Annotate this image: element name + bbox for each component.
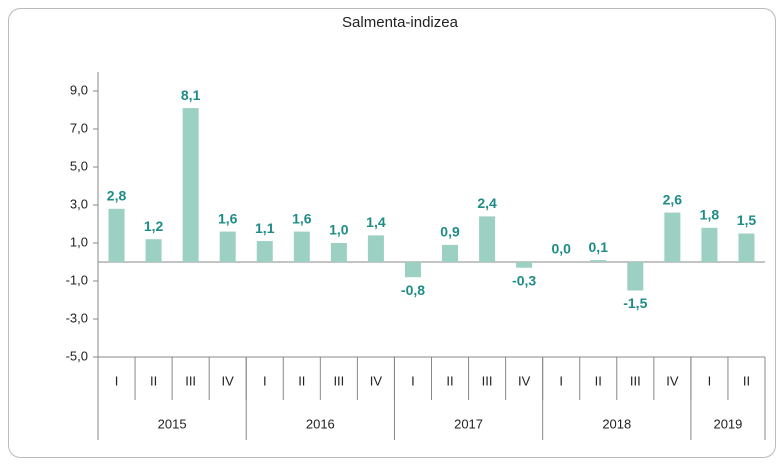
bar (516, 262, 533, 268)
value-label: 8,1 (181, 87, 201, 103)
x-tick-label: IV (518, 373, 531, 388)
x-tick-label: II (298, 373, 305, 388)
y-tick-label: 3,0 (70, 196, 88, 211)
x-tick-label: IV (222, 373, 235, 388)
x-tick-label: III (333, 373, 344, 388)
value-label: -0,8 (401, 282, 425, 298)
chart-frame (8, 8, 776, 458)
x-tick-label: I (559, 373, 563, 388)
value-label: -0,3 (512, 272, 536, 288)
x-tick-label: III (630, 373, 641, 388)
value-label: 1,6 (292, 210, 312, 226)
bar (479, 216, 496, 262)
value-label: 1,0 (329, 222, 349, 238)
bar (367, 235, 384, 262)
value-label: 0,0 (551, 241, 571, 257)
bar (590, 260, 607, 262)
bar (293, 231, 310, 262)
y-tick-label: 5,0 (70, 158, 88, 173)
y-tick-label: -1,0 (66, 272, 88, 287)
y-tick-label: -5,0 (66, 348, 88, 363)
group-label: 2018 (602, 416, 631, 431)
x-tick-label: IV (370, 373, 383, 388)
bar (738, 233, 755, 262)
value-label: 2,4 (477, 195, 497, 211)
value-label: 1,5 (737, 212, 757, 228)
value-label: 1,1 (255, 220, 275, 236)
x-tick-label: I (708, 373, 712, 388)
bar (664, 212, 681, 262)
value-label: 1,4 (366, 214, 386, 230)
bar (145, 239, 162, 262)
group-label: 2019 (713, 416, 742, 431)
value-label: -1,5 (623, 295, 647, 311)
bar (627, 262, 644, 291)
x-tick-label: II (595, 373, 602, 388)
y-tick-label: 9,0 (70, 82, 88, 97)
chart-title: Salmenta-indizea (342, 14, 459, 31)
bar (701, 227, 718, 262)
bar (182, 108, 199, 262)
value-label: 1,6 (218, 210, 238, 226)
value-label: 1,2 (144, 218, 164, 234)
x-tick-label: IV (666, 373, 679, 388)
bar (442, 244, 459, 262)
x-tick-label: II (446, 373, 453, 388)
x-tick-label: II (150, 373, 157, 388)
y-tick-label: 7,0 (70, 120, 88, 135)
bar (108, 208, 125, 262)
bar (256, 241, 273, 262)
bar (404, 262, 421, 278)
value-label: 0,1 (589, 239, 609, 255)
value-label: 0,9 (440, 224, 460, 240)
bar (330, 243, 347, 262)
value-label: 2,6 (663, 191, 683, 207)
group-label: 2016 (306, 416, 335, 431)
x-tick-label: I (263, 373, 267, 388)
bar (219, 231, 236, 262)
x-tick-label: I (115, 373, 119, 388)
x-tick-label: III (185, 373, 196, 388)
group-label: 2015 (158, 416, 187, 431)
y-tick-label: 1,0 (70, 234, 88, 249)
y-tick-label: -3,0 (66, 310, 88, 325)
x-tick-label: II (743, 373, 750, 388)
x-tick-label: I (411, 373, 415, 388)
x-tick-label: III (482, 373, 493, 388)
value-label: 1,8 (700, 207, 720, 223)
group-label: 2017 (454, 416, 483, 431)
value-label: 2,8 (107, 188, 127, 204)
